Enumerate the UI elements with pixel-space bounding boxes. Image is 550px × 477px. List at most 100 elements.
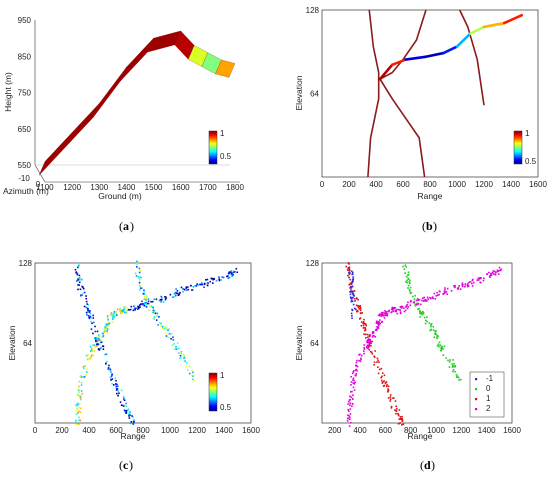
panel-d-point [461,283,464,286]
panel-c-point [167,329,169,331]
panel-d-point [358,318,361,320]
panel-c-point [172,339,175,341]
panel-c-point [218,279,221,282]
panel-d-point [444,289,446,291]
panel-d-point [466,284,469,287]
panel-d-point [408,288,411,291]
panel-a-ground-tick: 1100 [36,183,54,192]
panel-c-point [162,301,165,303]
panel-d-point [349,293,352,296]
panel-c-point [152,311,154,314]
panel-d-point [389,400,392,402]
panel-d-point [353,379,355,382]
panel-c-point [85,297,88,300]
panel-c-point [176,292,179,295]
panel-c-point [83,305,86,308]
panel-c-point [78,391,80,394]
panel-c-point [93,321,95,324]
panel-c-point [80,376,83,379]
panel-c-point [95,345,97,348]
panel-c-point [129,422,132,425]
panel-d-point [401,419,404,422]
panel-d-point [434,333,436,336]
panel-c-point [145,295,148,297]
panel-a-surface-patch [120,38,154,82]
panel-c-point [110,371,112,373]
panel-d-x-tick: 1200 [452,426,470,435]
panel-c-point [98,348,101,350]
panel-c-point [165,297,167,299]
panel-c-point [88,317,91,320]
panel-d-point [382,311,384,314]
panel-c-point [175,292,178,295]
panel-d-point [354,307,356,310]
panel-d-point [375,322,378,325]
panel-d-point [363,344,366,346]
panel-d-point [457,287,460,289]
panel-d-point [399,422,401,424]
panel-c-point [101,336,103,338]
panel-d-point [409,304,412,307]
panel-d-point [413,298,416,300]
panel-c-point [123,409,126,412]
panel-d-point [390,405,393,408]
panel-d-point [368,343,371,345]
panel-a-surface-patch [215,59,236,78]
panel-d-point [365,337,367,339]
panel-c-point [169,293,172,296]
panel-d-point [355,373,358,375]
panel-d-point [407,301,409,304]
panel-c-point [95,343,98,346]
panel-d-point [376,326,378,328]
panel-d-point [423,299,425,302]
panel-c-point [176,290,179,292]
panel-d-point [376,320,378,323]
panel-c-point [185,361,188,364]
panel-d-point [384,314,387,317]
panel-c-point [79,279,81,281]
panel-c-point [141,302,144,305]
panel-c-point [122,309,125,311]
panel-d-point [350,384,352,386]
panel-c-point [111,382,113,385]
svg-text:(: ( [119,458,123,472]
panel-a-colorbar-tick-05: 0.5 [220,152,232,161]
panel-d-point [356,310,358,313]
panel-d-point [376,329,378,331]
panel-d-point [461,282,464,284]
panel-d-point [366,333,369,336]
panel-d-point [377,372,380,375]
panel-d-point [423,316,426,319]
panel-d-point [362,324,365,327]
panel-d-point [395,412,397,415]
panel-c-point [107,318,109,321]
panel-c-point [76,393,79,396]
panel-d-point [454,370,456,373]
panel-c-point [206,284,209,287]
panel-c-point [156,314,159,317]
panel-c-x-tick: 1600 [242,426,260,435]
panel-c-point [226,275,229,277]
panel-d-point [443,345,446,348]
panel-d-point [383,374,386,377]
panel-d-point [467,285,470,287]
panel-d-legend-label: 2 [486,404,491,413]
panel-d-point [359,312,362,315]
panel-d-point [384,313,387,315]
panel-c-point [124,411,127,413]
panel-c-point [124,410,127,412]
panel-c-point [104,330,107,332]
panel-c-point [109,368,112,371]
panel-c-point [88,316,90,319]
panel-d-point [368,344,371,346]
panel-b-gradient-segment [390,58,408,67]
panel-d-point [362,327,365,329]
panel-a-ground-ticks: 1100 1200 1300 1400 1500 1600 1700 1800 [36,183,244,192]
panel-c-point [82,365,85,368]
panel-c-point [164,298,167,301]
panel-d-point [402,265,404,268]
panel-c-point [113,315,115,318]
panel-c-point [79,395,82,398]
panel-c-point [111,374,113,377]
panel-d-point [354,381,357,384]
